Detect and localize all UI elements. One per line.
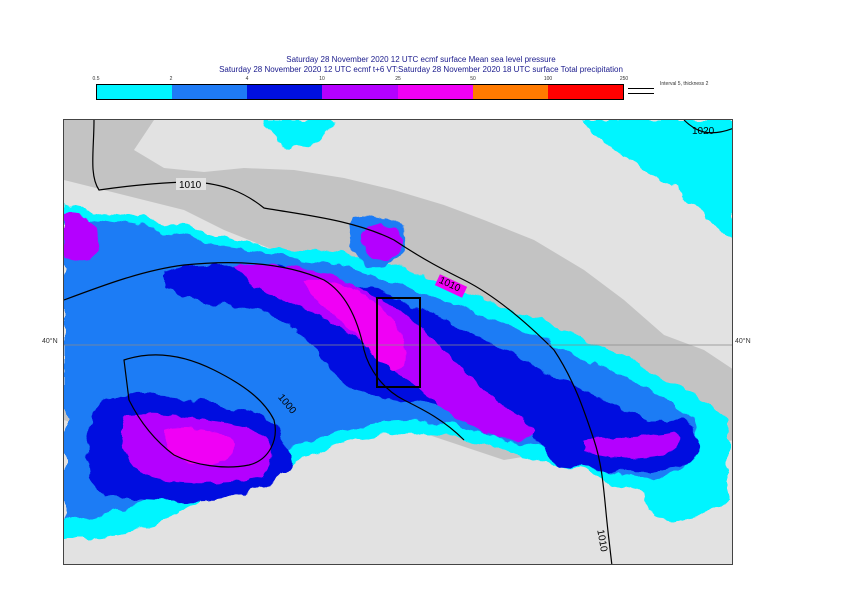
legend-tick: 100 [543, 76, 553, 82]
balkan-landmass [134, 120, 732, 369]
isobar-label-1010-a: 1010 [179, 180, 202, 191]
latitude-label-right: 40°N [735, 338, 751, 345]
precipitation-legend-bar [96, 84, 624, 100]
legend-tick: 250 [619, 76, 629, 82]
isobar-1010-south [64, 262, 465, 441]
isobar-1010-north [92, 120, 613, 564]
legend-swatch-2-4 [172, 85, 248, 99]
legend-swatch-10-25 [322, 85, 398, 99]
isobar-legend-lines [628, 88, 654, 94]
precip-layer-magenta-core [164, 279, 406, 465]
legend-tick: 25 [395, 76, 401, 82]
legend-tick: 10 [319, 76, 325, 82]
legend-swatch-50-100 [472, 85, 548, 99]
map-canvas: 1010 1010 1010 1000 1020 [64, 120, 732, 564]
legend-tick: 50 [470, 76, 476, 82]
focus-box [376, 297, 421, 388]
chart-title-line-1: Saturday 28 November 2020 12 UTC ecmf su… [286, 55, 556, 64]
precipitation-map: 1010 1010 1010 1000 1020 [63, 119, 733, 565]
isobar-1000 [123, 354, 276, 468]
legend-tick: 2 [169, 76, 173, 82]
latitude-label-left: 40°N [42, 338, 58, 345]
isobar-label-1010-c: 1010 [594, 529, 609, 553]
isobar-interval-note: Interval 5, thickness 2 [660, 81, 709, 87]
isobar-label-1020: 1020 [692, 126, 715, 137]
legend-tick: 4 [245, 76, 249, 82]
legend-tick: 0.5 [92, 76, 100, 82]
isobar-1020-corner [683, 120, 732, 134]
legend-swatch-25-50 [397, 85, 473, 99]
isobars [64, 120, 732, 564]
legend-swatch-4-10 [247, 85, 323, 99]
chart-title-line-2: Saturday 28 November 2020 12 UTC ecmf t+… [219, 65, 623, 74]
legend-swatch-100-250 [547, 85, 623, 99]
legend-swatch-0.5-2 [97, 85, 173, 99]
